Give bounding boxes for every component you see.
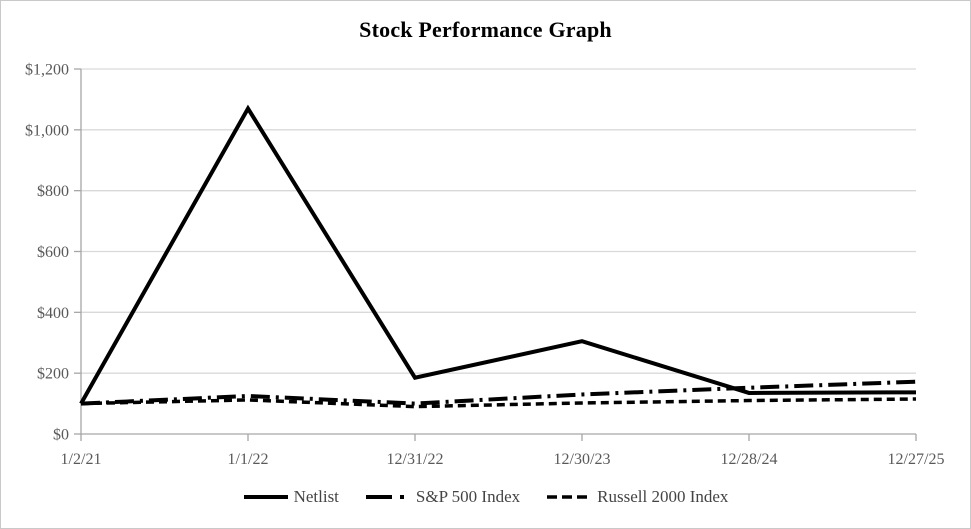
x-axis-label: 1/2/21	[61, 451, 102, 468]
legend-item-netlist: Netlist	[243, 487, 339, 507]
y-axis-label: $400	[37, 305, 69, 322]
y-axis-label: $200	[37, 366, 69, 383]
chart-title: Stock Performance Graph	[359, 17, 612, 42]
series-line-s-p-500-index	[80, 379, 917, 406]
y-axis-label: $1,000	[25, 122, 69, 139]
axes: $0 $200 $400 $600 $800 $1,000 $1,200 1/2/21 1/1/…	[25, 62, 944, 469]
y-axis-label: $1,200	[25, 62, 69, 79]
x-axis-label: 12/30/23	[554, 451, 611, 468]
legend-label: Russell 2000 Index	[597, 487, 729, 506]
series-line-netlist	[79, 104, 917, 405]
y-axis-label: $0	[53, 427, 69, 444]
legend-item-russell2000: Russell 2000 Index	[546, 487, 728, 507]
russell2000-line-swatch-icon	[547, 495, 592, 499]
gridlines	[81, 68, 916, 374]
x-axis-label: 1/1/22	[228, 451, 269, 468]
legend-item-sp500: S&P 500 Index	[365, 487, 520, 507]
netlist-line-swatch-icon	[243, 495, 288, 499]
chart-legend: Netlist S&P 500 Index Russell 2000 Index	[1, 487, 970, 507]
series-line-russell-2000-index	[80, 397, 917, 409]
x-axis-label: 12/31/22	[387, 451, 444, 468]
sp500-line-swatch-icon	[365, 495, 410, 499]
x-axis-label: 12/28/24	[721, 451, 778, 468]
legend-label: S&P 500 Index	[415, 487, 521, 506]
legend-label: Netlist	[293, 487, 339, 506]
x-axis-label: 12/27/25	[888, 451, 945, 468]
y-axis-label: $800	[37, 183, 69, 200]
y-axis-label: $600	[37, 244, 69, 261]
